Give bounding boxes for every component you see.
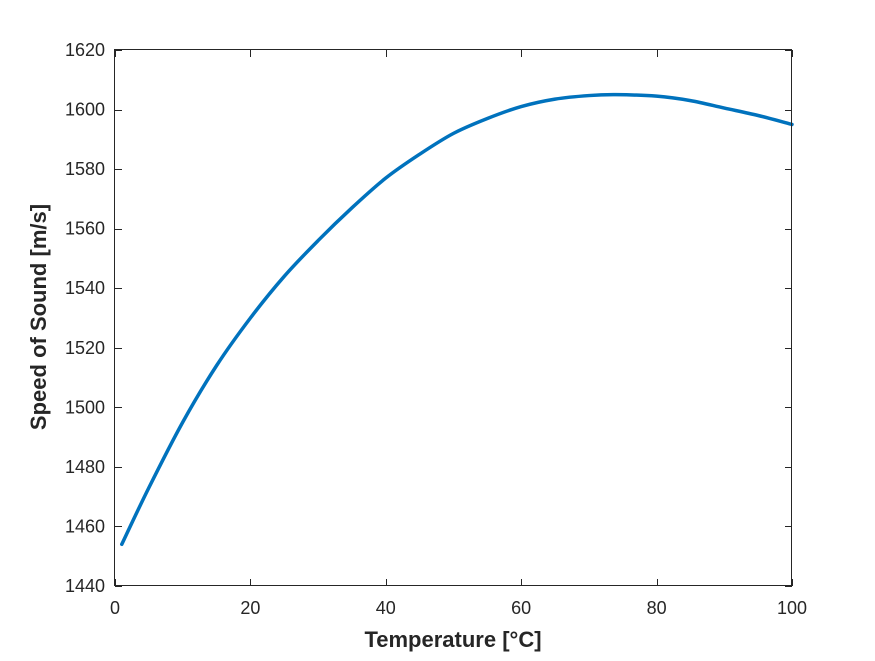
y-tick-label: 1540	[65, 278, 105, 298]
y-tick-label: 1480	[65, 457, 105, 477]
y-tick-label: 1580	[65, 159, 105, 179]
x-tick-label: 0	[110, 598, 120, 618]
x-tick-label: 40	[376, 598, 396, 618]
axes-box	[114, 49, 792, 586]
y-tick-label: 1560	[65, 219, 105, 239]
x-tick-label: 100	[777, 598, 807, 618]
y-axis-label: Speed of Sound [m/s]	[26, 204, 51, 430]
x-axis-label: Temperature [°C]	[364, 627, 541, 652]
y-tick-label: 1500	[65, 397, 105, 417]
y-tick-label: 1620	[65, 40, 105, 60]
y-tick-label: 1440	[65, 576, 105, 596]
y-tick-label: 1520	[65, 338, 105, 358]
ticks-layer: 0 20 40 60 80 100 1440 1460 1480 1500 1520 1540 1560…	[65, 40, 807, 618]
x-tick-label: 60	[511, 598, 531, 618]
x-tick-label: 20	[240, 598, 260, 618]
y-tick-label: 1460	[65, 516, 105, 536]
speed-of-sound-line	[120, 92, 794, 547]
y-tick-label: 1600	[65, 100, 105, 120]
x-tick-label: 80	[647, 598, 667, 618]
series-layer	[120, 92, 794, 547]
